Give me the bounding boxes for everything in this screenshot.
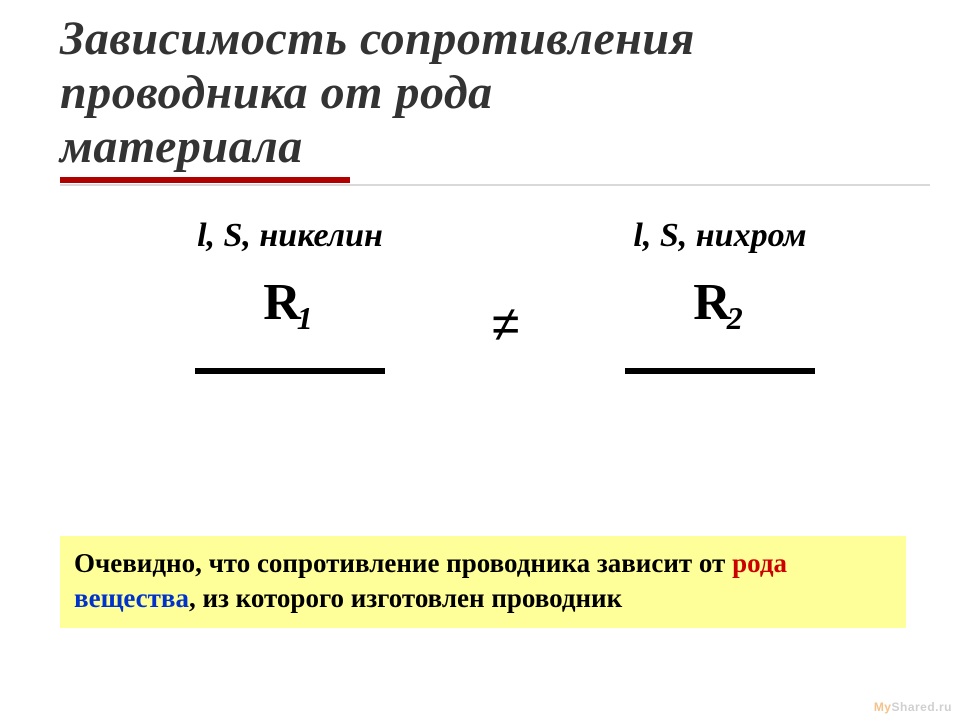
- comparison-block: l, S, никелин R1 ≠ l, S, нихром R2: [60, 217, 930, 477]
- watermark: MyShared.ru: [874, 700, 952, 714]
- column-left: l, S, никелин R1: [140, 217, 440, 374]
- title-line-1: Зависимость сопротивления: [60, 12, 695, 65]
- callout-suffix: , из которого изготовлен проводник: [189, 583, 622, 613]
- callout-red-2: да: [760, 548, 787, 578]
- right-wire-bar: [625, 368, 815, 374]
- title-underline-grey: [60, 184, 930, 186]
- right-heading: l, S, нихром: [570, 217, 870, 255]
- callout-red-1: ро: [732, 548, 760, 578]
- title-line-2: проводника от рода: [60, 66, 493, 119]
- left-R: R1: [140, 273, 440, 332]
- callout-prefix: Очевидно, что сопротивление проводника з…: [74, 548, 732, 578]
- slide: Зависимость сопротивления проводника от …: [0, 0, 960, 720]
- left-R-sub: 1: [297, 300, 313, 336]
- column-right: l, S, нихром R2: [570, 217, 870, 374]
- left-wire-bar: [195, 368, 385, 374]
- watermark-grey: Shared.ru: [891, 700, 952, 714]
- right-R-sub: 2: [727, 300, 743, 336]
- title-line-3: материала: [60, 120, 303, 173]
- left-R-symbol: R: [263, 274, 301, 331]
- slide-title: Зависимость сопротивления проводника от …: [60, 12, 930, 173]
- title-underline: [60, 177, 930, 191]
- left-heading: l, S, никелин: [140, 217, 440, 255]
- right-R: R2: [570, 273, 870, 332]
- callout-blue: вещества: [74, 583, 189, 613]
- title-underline-accent: [60, 177, 350, 183]
- not-equal-sign: ≠: [492, 295, 519, 353]
- conclusion-callout: Очевидно, что сопротивление проводника з…: [60, 536, 906, 628]
- right-R-symbol: R: [693, 274, 731, 331]
- watermark-orange: My: [874, 700, 892, 714]
